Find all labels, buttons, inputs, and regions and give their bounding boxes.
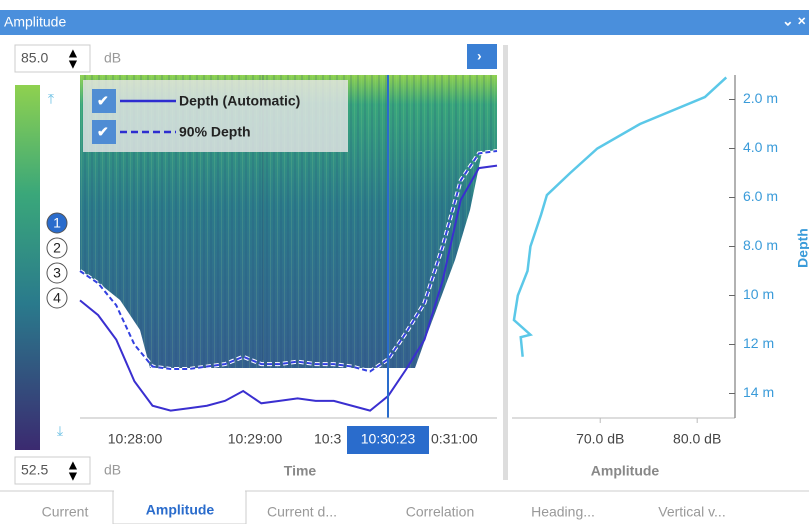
amplitude-tick-label: 70.0 dB <box>576 431 624 447</box>
expand-button[interactable] <box>467 44 497 69</box>
amplitude-profile <box>514 77 726 356</box>
check-icon: ✔ <box>97 124 109 140</box>
min-unit: dB <box>104 462 121 478</box>
depth-tick-label: 2.0 m <box>743 90 778 106</box>
depth-tick-label: 8.0 m <box>743 237 778 253</box>
active-tab-cover <box>114 488 245 494</box>
title-bar <box>0 10 809 35</box>
spin-down[interactable]: ▼ <box>66 468 80 484</box>
depth-tick-label: 4.0 m <box>743 139 778 155</box>
max-unit: dB <box>104 50 121 66</box>
down-arrow[interactable]: ⤓ <box>57 423 63 439</box>
up-arrow[interactable]: ⤒ <box>48 91 54 107</box>
profile-y-title: Depth <box>795 228 809 268</box>
profile-x-title: Amplitude <box>591 463 660 479</box>
time-label: 10:29:00 <box>228 431 283 447</box>
x-axis-title: Time <box>284 463 317 479</box>
time-label: 10:3 <box>314 431 341 447</box>
depth-tick-label: 6.0 m <box>743 188 778 204</box>
check-icon: ✔ <box>97 93 109 109</box>
tab[interactable]: Amplitude <box>146 502 215 518</box>
time-label: 10:28:00 <box>108 431 163 447</box>
max-value: 85.0 <box>21 50 48 66</box>
layer-label: 1 <box>53 215 61 231</box>
cursor-label: 10:30:23 <box>361 431 416 447</box>
colorbar <box>15 85 40 450</box>
tab[interactable]: Vertical v... <box>658 504 725 520</box>
tab[interactable]: Heading... <box>531 504 595 520</box>
depth-tick-label: 14 m <box>743 384 774 400</box>
depth-tick-label: 10 m <box>743 286 774 302</box>
legend-label: 90% Depth <box>179 124 251 140</box>
collapse-button[interactable]: ⌄ × <box>782 13 806 29</box>
amplitude-tick-label: 80.0 dB <box>673 431 721 447</box>
legend <box>83 80 348 152</box>
layer-label: 3 <box>53 265 61 281</box>
layer-label: 4 <box>53 290 61 306</box>
time-label: 0:31:00 <box>431 431 478 447</box>
window-title: Amplitude <box>4 14 66 30</box>
tab[interactable]: Current <box>42 504 89 520</box>
spin-down[interactable]: ▼ <box>66 56 80 72</box>
tab[interactable]: Current d... <box>267 504 337 520</box>
layer-label: 2 <box>53 240 61 256</box>
amplitude-window: Amplitude ⌄ × 85.0 ▲ ▼ dB › ⤒ ⤓ 1234 ✔ D… <box>0 0 809 524</box>
depth-tick-label: 12 m <box>743 335 774 351</box>
tab[interactable]: Correlation <box>406 504 474 520</box>
legend-label: Depth (Automatic) <box>179 93 300 109</box>
min-value: 52.5 <box>21 462 48 478</box>
page: Amplitude ⌄ × 85.0 ▲ ▼ dB › ⤒ ⤓ 1234 ✔ D… <box>0 0 809 524</box>
expand-icon: › <box>477 48 482 64</box>
splitter[interactable] <box>503 45 508 480</box>
